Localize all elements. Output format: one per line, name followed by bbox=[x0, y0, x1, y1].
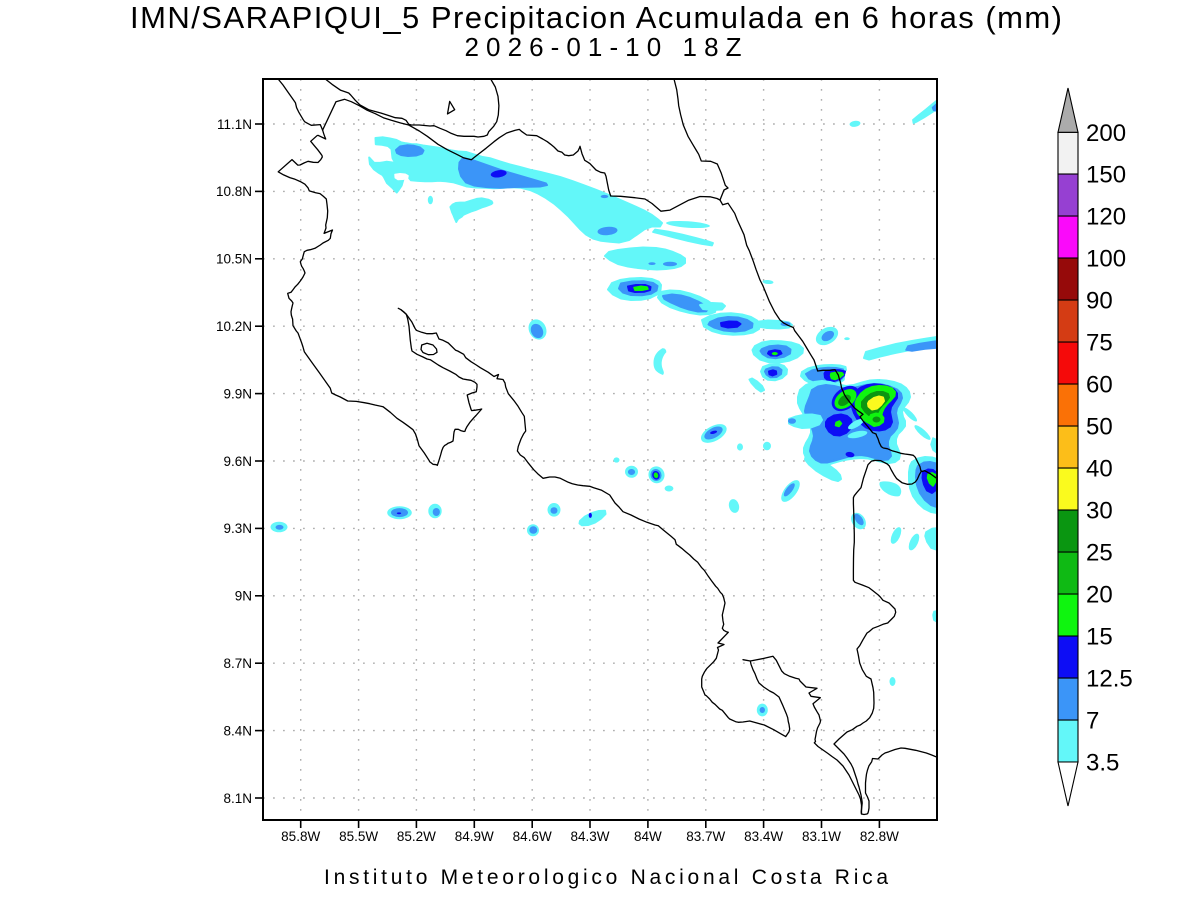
svg-text:12.5: 12.5 bbox=[1086, 666, 1133, 693]
svg-text:9.9N: 9.9N bbox=[223, 386, 252, 401]
svg-text:10.2N: 10.2N bbox=[216, 319, 252, 334]
svg-text:200: 200 bbox=[1086, 120, 1126, 147]
svg-text:9.3N: 9.3N bbox=[223, 521, 252, 536]
svg-text:10.5N: 10.5N bbox=[216, 252, 252, 267]
svg-text:11.1N: 11.1N bbox=[217, 117, 252, 132]
svg-text:Instituto Meteorologico Nacion: Instituto Meteorologico Nacional Costa R… bbox=[324, 866, 888, 889]
svg-text:50: 50 bbox=[1086, 414, 1113, 441]
svg-text:3.5: 3.5 bbox=[1086, 750, 1119, 777]
svg-text:100: 100 bbox=[1086, 246, 1126, 273]
svg-text:120: 120 bbox=[1086, 204, 1126, 231]
svg-text:8.1N: 8.1N bbox=[223, 791, 252, 806]
svg-text:8.4N: 8.4N bbox=[223, 723, 252, 738]
svg-text:84.9W: 84.9W bbox=[455, 829, 494, 844]
svg-text:9.6N: 9.6N bbox=[223, 454, 252, 469]
svg-text:85.5W: 85.5W bbox=[339, 829, 378, 844]
svg-text:8.7N: 8.7N bbox=[223, 656, 252, 671]
svg-text:7: 7 bbox=[1086, 708, 1099, 735]
svg-text:60: 60 bbox=[1086, 372, 1113, 399]
svg-text:30: 30 bbox=[1086, 498, 1113, 525]
svg-text:85.2W: 85.2W bbox=[397, 829, 436, 844]
svg-text:85.8W: 85.8W bbox=[281, 829, 320, 844]
svg-text:25: 25 bbox=[1086, 540, 1113, 567]
svg-text:84.6W: 84.6W bbox=[513, 829, 552, 844]
svg-text:9N: 9N bbox=[235, 589, 252, 604]
svg-text:20: 20 bbox=[1086, 582, 1113, 609]
svg-text:83.4W: 83.4W bbox=[744, 829, 783, 844]
svg-text:150: 150 bbox=[1086, 162, 1126, 189]
svg-text:82.8W: 82.8W bbox=[860, 829, 899, 844]
svg-text:IMN/SARAPIQUI_5 Precipitacion: IMN/SARAPIQUI_5 Precipitacion Acumulada … bbox=[130, 0, 1062, 35]
svg-text:84.3W: 84.3W bbox=[570, 829, 609, 844]
svg-text:15: 15 bbox=[1086, 624, 1113, 651]
svg-text:83.1W: 83.1W bbox=[802, 829, 841, 844]
svg-text:40: 40 bbox=[1086, 456, 1113, 483]
svg-text:84W: 84W bbox=[634, 829, 662, 844]
svg-text:83.7W: 83.7W bbox=[686, 829, 725, 844]
svg-text:75: 75 bbox=[1086, 330, 1113, 357]
svg-text:90: 90 bbox=[1086, 288, 1113, 315]
svg-text:10.8N: 10.8N bbox=[216, 184, 252, 199]
